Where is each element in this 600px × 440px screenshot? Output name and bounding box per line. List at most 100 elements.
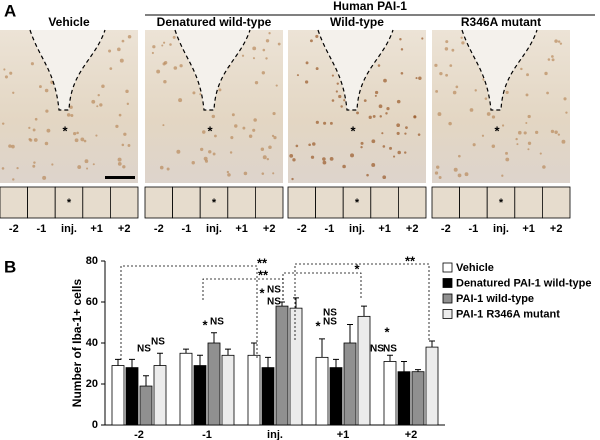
cell-dot	[76, 131, 79, 135]
significance-label: **	[257, 255, 268, 270]
cell-dot	[381, 132, 384, 135]
cell-dot	[315, 34, 319, 39]
cell-dot	[336, 82, 339, 85]
cell-dot	[444, 47, 449, 51]
cell-dot	[151, 51, 154, 55]
cell-dot	[86, 167, 89, 170]
cell-dot	[32, 128, 36, 132]
cell-dot	[520, 67, 523, 71]
cell-dot	[252, 46, 257, 51]
error-bar	[333, 358, 339, 368]
cell-dot	[227, 173, 231, 177]
bar	[221, 354, 235, 426]
cell-dot	[204, 159, 209, 163]
bar	[193, 365, 207, 426]
cell-dot	[96, 105, 99, 108]
cell-dot	[405, 126, 408, 130]
cell-dot	[554, 130, 558, 134]
cell-dot	[366, 173, 369, 177]
bar	[411, 371, 425, 426]
cell-dot	[202, 130, 206, 134]
cell-dot	[557, 40, 561, 43]
strip-cell	[542, 186, 571, 219]
significance-label: *	[202, 317, 208, 332]
error-bar	[401, 360, 407, 372]
cell-dot	[434, 63, 438, 67]
cell-dot	[525, 93, 529, 97]
error-bar	[251, 342, 257, 356]
strip-cell	[514, 186, 543, 219]
strip-label: -2	[154, 223, 164, 235]
strip-cell	[27, 186, 56, 219]
cell-dot	[179, 64, 183, 68]
injection-marker: *	[350, 123, 356, 138]
cell-dot	[77, 165, 82, 169]
cell-dot	[561, 139, 566, 144]
cell-dot	[525, 121, 528, 124]
cell-dot	[382, 175, 387, 180]
strip-cell	[370, 186, 399, 219]
cell-dot	[261, 172, 265, 175]
cell-dot	[438, 176, 442, 180]
cell-dot	[117, 157, 122, 162]
cell-dot	[163, 41, 166, 44]
bar	[357, 315, 371, 426]
cell-dot	[386, 107, 390, 111]
needle-track	[461, 29, 538, 111]
cell-dot	[505, 151, 508, 155]
cell-dot	[385, 112, 388, 115]
cell-dot	[435, 89, 439, 93]
error-bar	[129, 358, 135, 368]
strip-label: -1	[182, 223, 192, 235]
cell-dot	[377, 64, 381, 67]
cell-dot	[169, 43, 172, 46]
cell-dot	[544, 71, 548, 76]
error-bar	[387, 354, 393, 362]
cell-dot	[527, 148, 530, 151]
cell-dot	[356, 111, 359, 115]
cell-dot	[539, 152, 542, 155]
significance-label: NS	[370, 344, 384, 355]
cell-dot	[546, 91, 549, 95]
cell-dot	[191, 161, 195, 165]
cell-dot	[389, 146, 393, 150]
cell-dot	[421, 37, 424, 40]
bar	[179, 352, 193, 426]
cell-dot	[453, 167, 458, 172]
needle-track	[174, 29, 251, 111]
bar	[343, 342, 357, 426]
cell-dot	[127, 144, 131, 147]
cell-dot	[119, 58, 124, 63]
cell-dot	[342, 164, 346, 169]
cell-dot	[91, 99, 96, 104]
error-bar	[347, 324, 353, 343]
x-tick-label: -2	[134, 429, 144, 440]
y-tick-label: 80	[86, 255, 98, 267]
cell-dot	[218, 88, 222, 92]
strip-cell	[315, 186, 344, 219]
bar	[153, 365, 167, 426]
cell-dot	[535, 130, 539, 134]
cell-dot	[1, 122, 5, 125]
cell-dot	[383, 78, 387, 83]
cell-dot	[400, 48, 404, 51]
cell-dot	[44, 141, 49, 146]
bar	[111, 365, 125, 426]
strip-label: +2	[263, 223, 276, 235]
cell-dot	[252, 57, 256, 60]
cell-dot	[45, 109, 49, 113]
strip-label: -1	[37, 223, 47, 235]
cell-dot	[108, 49, 112, 53]
cell-dot	[9, 71, 13, 75]
cell-dot	[448, 121, 452, 126]
strip-cell	[287, 186, 317, 219]
significance-label: NS	[383, 344, 397, 355]
significance-bracket	[120, 265, 258, 360]
significance-label: NS	[323, 308, 337, 319]
cell-dot	[262, 155, 267, 160]
injection-marker: *	[494, 123, 500, 138]
cell-dot	[3, 68, 6, 71]
strip-marker: *	[355, 197, 360, 209]
y-tick-label: 60	[86, 296, 98, 308]
